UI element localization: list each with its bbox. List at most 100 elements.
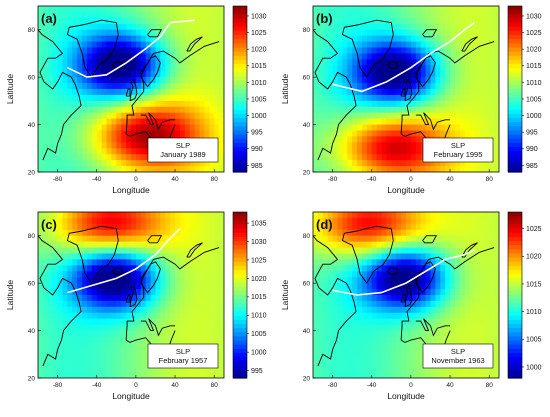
pressure-cell (52, 160, 59, 167)
pressure-cell (317, 366, 324, 373)
pressure-cell (86, 53, 93, 60)
pressure-cell (175, 336, 181, 344)
colorbar-segment (508, 373, 522, 379)
pressure-cell (194, 124, 201, 132)
colorbar-frame (232, 211, 248, 379)
pressure-cell (435, 65, 441, 72)
pressure-cell (317, 372, 324, 378)
colorbar-tick-label: 1030 (526, 13, 542, 20)
pressure-cell (381, 94, 388, 102)
pressure-cell (52, 306, 59, 314)
pressure-cell (420, 130, 427, 138)
pressure-cell (337, 342, 343, 349)
pressure-cell (366, 354, 373, 361)
pressure-cell (450, 71, 456, 78)
pressure-cell (327, 372, 334, 378)
pressure-cell (47, 41, 54, 49)
pressure-cell (131, 271, 137, 278)
pressure-cell (342, 148, 348, 155)
pressure-cell (386, 318, 392, 326)
pressure-cell (342, 29, 348, 37)
pressure-cell (86, 112, 93, 120)
pressure-cell (357, 259, 363, 266)
pressure-cell (450, 247, 456, 255)
pressure-cell (322, 118, 329, 126)
pressure-cell (479, 106, 485, 114)
pressure-cell (371, 354, 378, 361)
pressure-cell (361, 223, 368, 231)
pressure-cell (435, 300, 441, 308)
pressure-cell (430, 11, 436, 19)
pressure-cell (381, 136, 388, 143)
pressure-cell (101, 318, 108, 326)
pressure-cell (82, 300, 88, 308)
pressure-cell (214, 306, 220, 314)
pressure-cell (464, 35, 471, 43)
pressure-cell (371, 295, 378, 302)
pressure-cell (140, 330, 147, 338)
colorbar-segment (233, 147, 247, 152)
pressure-cell (72, 265, 78, 272)
pressure-cell (484, 330, 490, 338)
pressure-cell (214, 83, 220, 90)
pressure-cell (381, 65, 388, 72)
pressure-cell (111, 77, 117, 84)
pressure-cell (82, 253, 88, 261)
pressure-cell (381, 247, 388, 255)
pressure-cell (219, 324, 224, 332)
pressure-cell (489, 306, 495, 314)
pressure-cell (337, 283, 343, 290)
pressure-cell (165, 53, 171, 60)
pressure-cell (145, 259, 152, 266)
pressure-cell (62, 100, 68, 108)
pressure-cell (489, 65, 495, 72)
pressure-cell (361, 53, 368, 60)
pressure-cell (430, 265, 436, 272)
pressure-cell (62, 154, 68, 161)
pressure-cell (494, 312, 499, 320)
pressure-cell (219, 166, 224, 172)
pressure-cell (474, 306, 481, 314)
pressure-cell (52, 29, 59, 37)
pressure-cell (337, 217, 343, 225)
pressure-cell (96, 241, 103, 249)
pressure-cell (106, 247, 113, 255)
pressure-cell (42, 330, 49, 338)
pressure-cell (347, 77, 353, 84)
pressure-cell (179, 94, 186, 102)
pressure-cell (410, 271, 417, 278)
pressure-cell (391, 342, 397, 349)
pressure-cell (322, 318, 329, 326)
pressure-cell (179, 6, 186, 13)
pressure-cell (366, 47, 373, 55)
pressure-cell (469, 130, 476, 138)
pressure-cell (450, 366, 456, 373)
pressure-cell (165, 295, 171, 302)
pressure-cell (86, 154, 93, 161)
pressure-cell (184, 277, 191, 284)
pressure-cell (445, 23, 451, 31)
pressure-cell (406, 23, 412, 31)
pressure-cell (322, 136, 329, 143)
pressure-cell (376, 53, 383, 60)
pressure-cell (440, 160, 446, 167)
pressure-cell (361, 41, 368, 49)
pressure-cell (160, 312, 166, 320)
pressure-cell (126, 324, 132, 332)
pressure-cell (38, 312, 44, 320)
pressure-cell (435, 77, 441, 84)
pressure-cell (175, 112, 181, 120)
pressure-cell (209, 166, 215, 172)
pressure-cell (91, 53, 98, 60)
pressure-cell (77, 17, 83, 25)
pressure-cell (126, 241, 132, 249)
pressure-cell (420, 11, 427, 19)
pressure-cell (391, 47, 397, 55)
pressure-cell (101, 235, 108, 243)
pressure-cell (42, 271, 49, 278)
colorbar-segment (233, 303, 247, 309)
pressure-cell (391, 118, 397, 126)
colorbar-segment (233, 241, 247, 246)
pressure-cell (474, 259, 481, 266)
pressure-cell (435, 100, 441, 108)
